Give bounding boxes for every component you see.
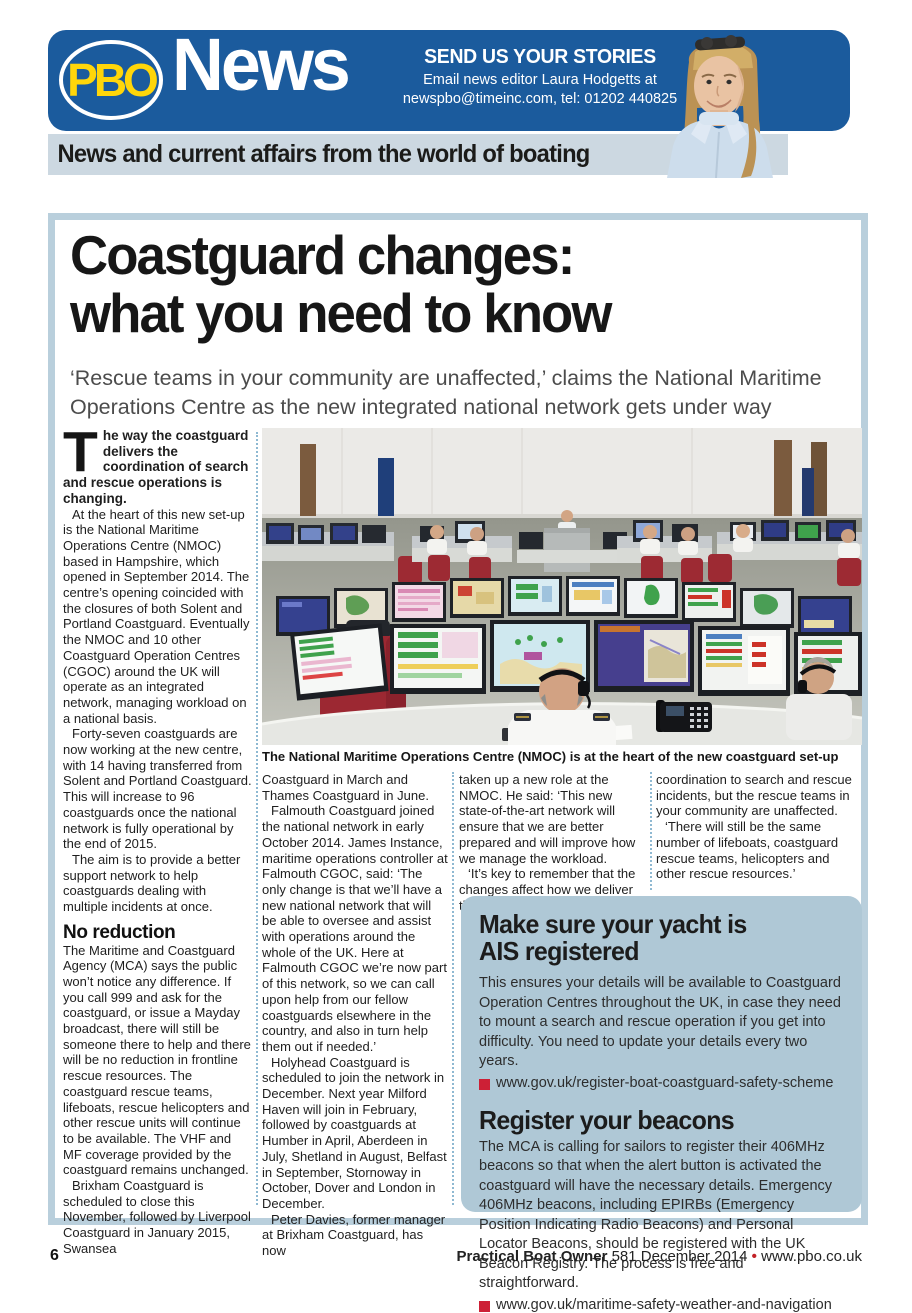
article-column-4: coordination to search and rescue incide… xyxy=(656,772,852,882)
tagline-text: News and current affairs from the world … xyxy=(57,140,591,168)
ais-box-body: This ensures your details will be availa… xyxy=(479,975,841,1069)
ais-register-url: www.gov.uk/register-boat-coastguard-safe… xyxy=(496,1074,834,1091)
magazine-name: Practical Boat Owner xyxy=(456,1248,608,1265)
front-monitor-bank xyxy=(290,620,862,701)
right-operator xyxy=(786,656,852,740)
send-stories-contact: newspbo@timeinc.com, tel: 01202 440825 xyxy=(402,91,678,107)
article-standfirst: ‘Rescue teams in your community are unaf… xyxy=(70,366,822,419)
ais-link-row: www.gov.uk/register-boat-coastguard-safe… xyxy=(479,1075,844,1091)
back-desk-row xyxy=(262,510,862,586)
drop-cap: T xyxy=(63,420,98,484)
paragraph: Peter Davies, former manager at Brixham … xyxy=(262,1211,446,1259)
issue-info: 581 December 2014 xyxy=(607,1248,752,1265)
paragraph: ‘There will still be the same number of … xyxy=(656,819,839,882)
beacons-link-row: www.gov.uk/maritime-safety-weather-and-n… xyxy=(479,1297,844,1313)
red-square-bullet-icon xyxy=(479,1078,490,1090)
footer-publication-info: Practical Boat Owner 581 December 2014 •… xyxy=(457,1248,862,1265)
headline-line2: what you need to know xyxy=(70,282,612,344)
article-headline: Coastguard changes: what you need to kno… xyxy=(70,226,819,342)
ais-box-title-line1: Make sure your yacht is xyxy=(479,909,747,939)
article-column-3: taken up a new role at the NMOC. He said… xyxy=(459,772,645,913)
column-divider xyxy=(650,772,652,890)
desk-phone xyxy=(656,700,712,732)
news-editor-photo xyxy=(667,35,773,178)
pbo-logo: PBO xyxy=(59,40,163,120)
paragraph: Coastguard in March and Thames Coastguar… xyxy=(262,772,429,803)
ais-box-title-line2: AIS registered xyxy=(479,936,640,966)
paragraph: taken up a new role at the NMOC. He said… xyxy=(459,772,636,866)
article-column-2: Coastguard in March and Thames Coastguar… xyxy=(262,772,448,1259)
mid-monitor-arc xyxy=(276,576,852,636)
footer-bullet: • xyxy=(751,1248,757,1265)
page-number: 6 xyxy=(50,1247,59,1264)
paragraph: Falmouth Coastguard joined the national … xyxy=(262,803,448,1054)
column-divider xyxy=(452,772,454,1205)
footer-website: www.pbo.co.uk xyxy=(756,1248,862,1265)
send-stories-line1: Email news editor Laura Hodgetts at xyxy=(423,72,657,88)
column-divider xyxy=(256,432,258,1205)
nmoc-operations-room-photo xyxy=(262,428,862,745)
paragraph: Forty-seven coastguards are now working … xyxy=(63,726,252,852)
subhead-no-reduction: No reduction xyxy=(63,921,176,943)
paragraph: The Maritime and Coastguard Agency (MCA)… xyxy=(63,942,251,1178)
safety-info-box: Make sure your yacht is AIS registered T… xyxy=(461,896,862,1313)
paragraph: The aim is to provide a better support n… xyxy=(63,851,241,915)
paragraph: Holyhead Coastguard is scheduled to join… xyxy=(262,1054,447,1211)
pbo-logo-text: PBO xyxy=(67,54,157,106)
paragraph: Brixham Coastguard is scheduled to close… xyxy=(63,1178,251,1256)
beacons-box-body: The MCA is calling for sailors to regist… xyxy=(479,1138,833,1292)
paragraph: coordination to search and rescue incide… xyxy=(656,772,852,819)
beacons-box-title: Register your beacons xyxy=(479,1104,735,1135)
tagline-bar: News and current affairs from the world … xyxy=(48,134,788,175)
red-square-bullet-icon xyxy=(479,1300,490,1312)
foreground-operator xyxy=(508,668,616,745)
send-stories-title: SEND US YOUR STORIES xyxy=(424,46,656,68)
send-stories-block: SEND US YOUR STORIES Email news editor L… xyxy=(400,46,680,107)
section-title: News xyxy=(172,23,351,106)
headline-line1: Coastguard changes: xyxy=(70,224,575,286)
beacons-register-url: www.gov.uk/maritime-safety-weather-and-n… xyxy=(496,1296,832,1313)
photo-caption: The National Maritime Operations Centre … xyxy=(262,749,839,764)
paragraph: At the heart of this new set-up is the N… xyxy=(63,506,250,726)
